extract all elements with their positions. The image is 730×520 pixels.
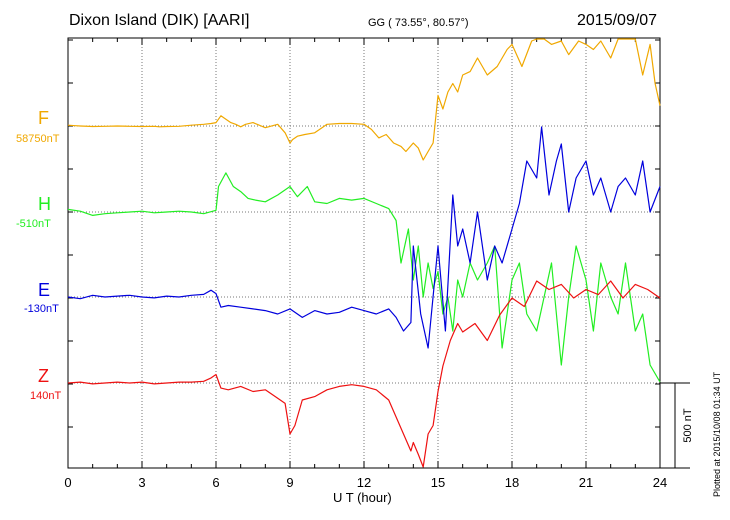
legend-name-z: Z [38, 366, 49, 386]
axis-ticks [67, 38, 661, 468]
legend-name-h: H [38, 194, 51, 214]
x-tick-label: 12 [357, 475, 371, 490]
data-series [67, 38, 661, 468]
x-tick-label: 24 [653, 475, 667, 490]
x-tick-label: 3 [138, 475, 145, 490]
x-tick-label: 21 [579, 475, 593, 490]
x-axis-label: U T (hour) [333, 490, 392, 505]
x-tick-label: 0 [64, 475, 71, 490]
x-tick-label: 6 [212, 475, 219, 490]
series-line-f [67, 38, 661, 161]
series-line-z [67, 280, 661, 468]
plotted-timestamp: Plotted at 2015/10/08 01:34 UT [712, 371, 722, 497]
legend-name-e: E [38, 280, 51, 300]
x-tick-label: 18 [505, 475, 519, 490]
chart-title: Dixon Island (DIK) [AARI] [69, 12, 250, 29]
plot-frame [67, 37, 661, 469]
chart-date: 2015/09/07 [577, 12, 658, 29]
legend-baseline-z: 140nT [30, 390, 62, 402]
legend-baseline-f: 58750nT [16, 133, 60, 145]
legend-name-f: F [38, 108, 49, 128]
scale-bar-label: 500 nT [682, 408, 694, 443]
x-tick-label: 9 [286, 475, 293, 490]
station-coordinates: GG ( 73.55°, 80.57°) [368, 17, 469, 29]
x-tick-labels: 0 3 6 9 12 15 18 21 24 [64, 475, 667, 490]
scale-bar: 500 nT [660, 382, 694, 469]
series-line-h [67, 172, 661, 383]
x-tick-label: 15 [431, 475, 445, 490]
legend-baseline-e: -130nT [24, 303, 59, 315]
legend-baseline-h: -510nT [16, 218, 51, 230]
plot-grid [68, 38, 660, 468]
series-line-e [67, 126, 661, 349]
